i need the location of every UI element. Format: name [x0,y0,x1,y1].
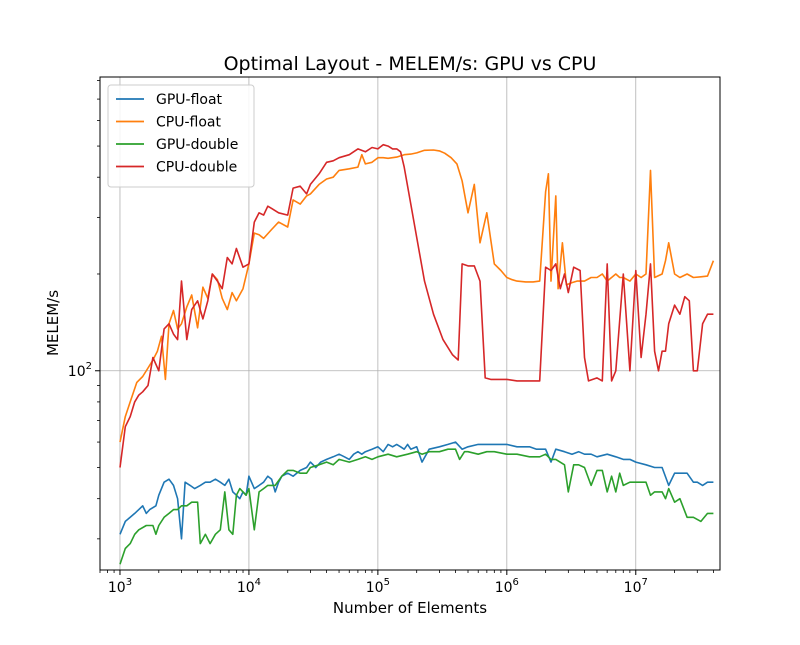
x-axis-label: Number of Elements [333,599,487,617]
x-tick-label-exponent: 5 [384,577,390,588]
y-tick-label-base: 10 [68,364,86,380]
x-tick-label-exponent: 3 [126,577,132,588]
x-tick-label-base: 10 [237,580,255,596]
legend-label-cpu-float: CPU-float [156,115,221,131]
legend-label-cpu-double: CPU-double [156,160,237,176]
x-tick-label: 106 [495,577,519,596]
x-tick-label: 104 [237,577,261,596]
series-line-gpu-double [119,448,714,565]
series-line-cpu-double [119,143,714,468]
y-axis-label: MELEM/s [44,290,62,356]
legend: GPU-float CPU-float GPU-double CPU-double [107,84,255,188]
x-tick-label-base: 10 [495,580,513,596]
x-tick-label: 105 [366,577,390,596]
y-tick-label-exponent: 2 [86,361,92,372]
x-tick-label: 103 [108,577,132,596]
legend-label-gpu-float: GPU-float [156,92,223,108]
x-tick-label-base: 10 [624,580,642,596]
series-line-gpu-float [119,441,714,540]
axes-frame [99,76,721,571]
x-tick-label-exponent: 6 [513,577,519,588]
x-tick-label-base: 10 [366,580,384,596]
legend-box [107,84,255,188]
series-line-cpu-float [119,149,715,443]
x-tick-label: 107 [624,577,648,596]
chart-title: Optimal Layout - MELEM/s: GPU vs CPU [224,53,597,75]
x-tick-label-base: 10 [108,580,126,596]
y-tick-label: 102 [68,361,92,380]
x-tick-label-exponent: 4 [255,577,261,588]
x-tick-label-exponent: 7 [641,577,647,588]
series-layer [119,143,715,565]
legend-label-gpu-double: GPU-double [156,137,238,153]
